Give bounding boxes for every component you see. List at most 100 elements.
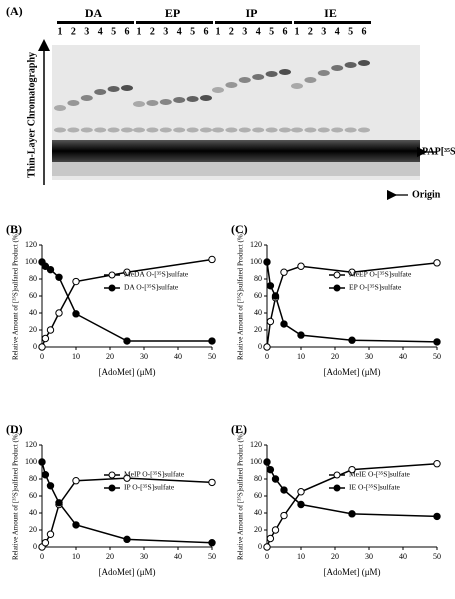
data-point <box>208 478 216 487</box>
data-point <box>271 292 280 300</box>
x-tick-label: 0 <box>265 552 269 561</box>
x-tick-label: 0 <box>265 352 269 361</box>
lower-band <box>52 162 420 176</box>
data-point <box>46 530 55 538</box>
legend-label: IP O-[³⁵S]sulfate <box>124 483 175 492</box>
product-spot <box>80 95 93 101</box>
data-point <box>263 343 271 351</box>
substrate-spot <box>331 127 344 133</box>
data-point <box>41 539 50 547</box>
data-point <box>263 458 271 466</box>
data-point <box>46 482 55 490</box>
group-label: EP <box>165 6 180 20</box>
data-point <box>263 543 271 551</box>
x-tick-label: 30 <box>140 552 148 561</box>
x-tick-label: 20 <box>106 352 114 361</box>
lane-number: 3 <box>84 26 89 37</box>
data-point <box>72 521 80 529</box>
data-point <box>348 268 356 276</box>
lane-number: 4 <box>335 26 340 37</box>
x-tick-label: 40 <box>399 352 407 361</box>
lane-number: 1 <box>216 26 221 37</box>
x-tick-label: 20 <box>106 552 114 561</box>
x-tick-label: 10 <box>297 552 305 561</box>
substrate-spot <box>67 127 80 133</box>
substrate-spot <box>186 127 199 133</box>
y-tick-label: 0 <box>258 542 262 551</box>
product-spot <box>225 82 238 88</box>
lane-number: 1 <box>137 26 142 37</box>
product-spot <box>146 100 159 106</box>
product-spot <box>133 101 145 107</box>
y-tick-label: 100 <box>250 457 262 466</box>
y-tick-label: 80 <box>254 474 262 483</box>
x-tick-label: 50 <box>208 552 216 561</box>
substrate-spot <box>107 127 120 133</box>
y-tick-label: 100 <box>250 257 262 266</box>
substrate-spot <box>358 127 370 133</box>
y-tick-label: 120 <box>250 240 262 249</box>
legend-marker <box>108 471 116 479</box>
pap-label: PAP[³⁵S] <box>422 146 455 157</box>
substrate-spot <box>200 127 212 133</box>
product-spot <box>54 105 66 111</box>
lane-number: 3 <box>242 26 247 37</box>
x-tick-label: 50 <box>433 352 441 361</box>
data-point <box>266 317 275 326</box>
substrate-spot <box>121 127 133 133</box>
lane-number: 2 <box>150 26 155 37</box>
product-spot <box>200 95 212 101</box>
x-tick-label: 10 <box>72 552 80 561</box>
tlc-axis-label: Thin-Layer Chromatography <box>26 52 37 178</box>
product-spot <box>107 86 120 92</box>
data-point <box>297 500 305 509</box>
lane-number: 2 <box>308 26 313 37</box>
x-tick-label: 30 <box>365 352 373 361</box>
y-tick-label: 100 <box>25 257 37 266</box>
y-tick-label: 40 <box>29 508 37 517</box>
y-tick-label: 20 <box>254 525 262 534</box>
data-point <box>46 265 55 274</box>
product-spot <box>358 60 370 66</box>
product-spot <box>159 99 172 105</box>
data-point <box>280 511 288 520</box>
product-spot <box>252 74 265 80</box>
group-bar <box>215 21 292 24</box>
substrate-spot <box>80 127 93 133</box>
panel-label: (B) <box>6 222 22 236</box>
lane-number: 5 <box>269 26 274 37</box>
data-point <box>38 458 46 466</box>
group-bar <box>136 21 213 24</box>
data-point <box>263 258 271 266</box>
data-point <box>208 337 216 345</box>
y-tick-label: 60 <box>29 291 37 300</box>
y-tick-label: 80 <box>29 274 37 283</box>
data-point <box>55 273 63 281</box>
data-point <box>433 338 441 346</box>
lane-number: 1 <box>58 26 63 37</box>
legend-marker <box>108 484 116 492</box>
pap-band <box>52 140 420 162</box>
panel-label: (A) <box>6 4 23 18</box>
substrate-spot <box>54 127 66 133</box>
x-tick-label: 50 <box>208 352 216 361</box>
data-point <box>266 465 275 474</box>
y-tick-label: 20 <box>254 325 262 334</box>
substrate-spot <box>212 127 224 133</box>
lane-number: 2 <box>71 26 76 37</box>
y-tick-label: 120 <box>25 240 37 249</box>
product-spot <box>279 69 291 75</box>
product-spot <box>67 100 80 106</box>
data-point <box>208 255 216 264</box>
lane-number: 5 <box>190 26 195 37</box>
substrate-spot <box>279 127 291 133</box>
lane-number: 6 <box>283 26 288 37</box>
panel-label: (E) <box>231 422 247 436</box>
data-point <box>271 526 280 534</box>
lane-number: 1 <box>295 26 300 37</box>
data-point <box>433 512 441 521</box>
y-tick-label: 80 <box>254 274 262 283</box>
data-point <box>348 336 356 344</box>
product-spot <box>291 83 303 89</box>
